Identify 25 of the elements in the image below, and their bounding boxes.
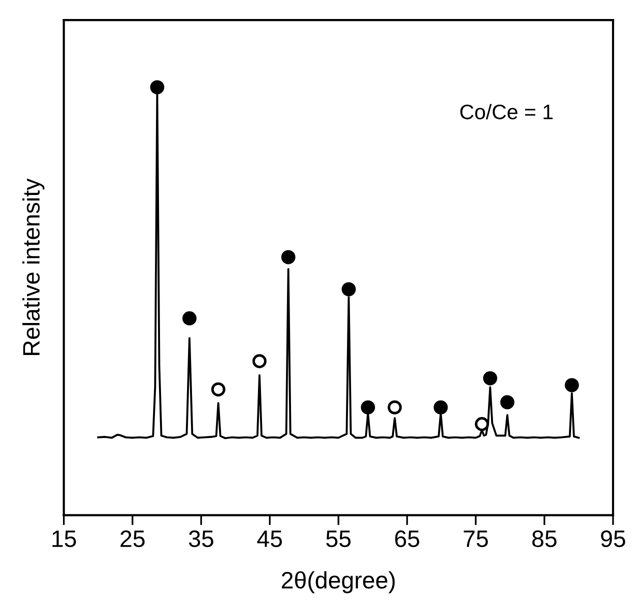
x-tick-label: 25	[120, 530, 145, 548]
point	[360, 400, 376, 414]
point	[564, 378, 579, 392]
x-tick-label: 95	[601, 530, 626, 548]
point	[434, 400, 448, 414]
x-tick-label: 65	[395, 530, 420, 548]
point	[388, 400, 402, 414]
point	[281, 250, 296, 264]
x-tick-label: 85	[532, 530, 557, 548]
x-tick-label: 45	[257, 530, 282, 548]
point	[342, 282, 356, 296]
x-tick-label: 55	[326, 530, 351, 548]
point	[474, 417, 489, 432]
point	[150, 80, 164, 94]
point	[252, 354, 267, 368]
point	[500, 395, 514, 410]
y-axis-title: Relative intensity	[22, 178, 44, 355]
x-axis-title: 2θ(degree)	[282, 571, 395, 594]
point	[182, 311, 197, 326]
point	[211, 382, 226, 396]
annotation: Co/Ce = 1	[460, 104, 553, 120]
x-tick-label: 35	[188, 530, 214, 548]
x-tick-label: 15	[52, 530, 76, 548]
x-tick-label: 75	[464, 530, 488, 548]
point	[483, 371, 498, 386]
